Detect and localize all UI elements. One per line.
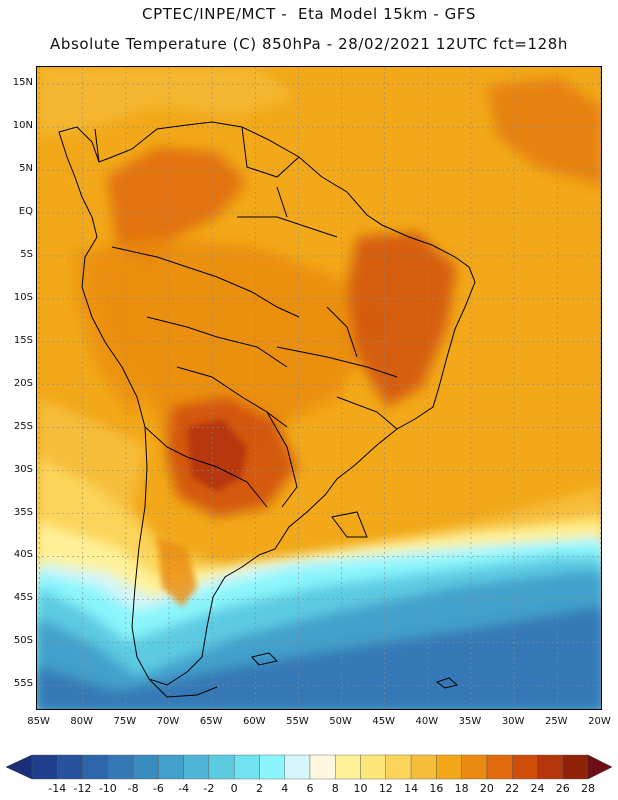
latitude-label: 5N <box>19 163 33 175</box>
latitude-label: 25S <box>13 420 33 432</box>
colorbar-swatch <box>284 754 311 780</box>
field-hot-brazil-east <box>347 232 457 407</box>
longitude-label: 60W <box>242 716 266 727</box>
colorbar-tick-label: 22 <box>505 782 520 795</box>
colorbar-tick-label: 28 <box>581 782 595 795</box>
latitude-label: 30S <box>13 463 33 475</box>
colorbar-high-arrow <box>587 754 613 780</box>
colorbar-swatch <box>309 754 336 780</box>
colorbar-tick-label: 12 <box>378 782 393 795</box>
colorbar-tick-label: 24 <box>530 782 545 795</box>
colorbar-tick-label: 0 <box>230 782 238 795</box>
longitude-label: 85W <box>27 716 50 727</box>
colorbar-swatch <box>183 754 210 780</box>
temperature-map <box>36 66 602 710</box>
colorbar-swatch <box>31 754 58 780</box>
colorbar-tick-label: 2 <box>255 782 263 795</box>
graticule <box>37 67 601 709</box>
colorbar-swatch <box>360 754 387 780</box>
latitude-label: 55S <box>13 678 33 690</box>
longitude-label: 35W <box>458 716 482 727</box>
colorbar-tick-label: -2 <box>203 782 215 795</box>
longitude-label: 40W <box>415 716 439 727</box>
colorbar-tick-label: -6 <box>152 782 164 795</box>
colorbar-tick-label: -8 <box>127 782 139 795</box>
colorbar-tick-label: -10 <box>98 782 117 795</box>
field-band-minus8c <box>37 607 601 709</box>
latitude-label: EQ <box>18 205 33 217</box>
colorbar-swatch <box>486 754 513 780</box>
latitude-label: 15S <box>13 334 33 346</box>
field-light-caribbean <box>37 67 297 137</box>
longitude-label: 20W <box>588 716 611 727</box>
colorbar-tick-label: 18 <box>454 782 469 795</box>
longitude-label: 25W <box>544 716 568 727</box>
field-hot-chaco-core <box>187 419 247 492</box>
chart-title-field: Absolute Temperature (C) 850hPa - 28/02/… <box>49 35 569 53</box>
colorbar-swatch <box>511 754 538 780</box>
longitude-label: 75W <box>113 716 137 727</box>
field-warm-pacific-strip <box>77 247 147 417</box>
colorbar-tick-label: 16 <box>429 782 444 795</box>
latitude-label: 10S <box>13 291 33 303</box>
colorbar-tick-label: 4 <box>281 782 289 795</box>
colorbar-swatch <box>385 754 412 780</box>
colorbar-tick-label: 10 <box>353 782 368 795</box>
colorbar-swatch <box>562 754 589 780</box>
longitude-label: 50W <box>329 716 352 727</box>
coastline <box>58 121 476 698</box>
colorbar-tick-label: 14 <box>404 782 419 795</box>
colorbar-swatch <box>132 754 159 780</box>
colorbar-swatch <box>57 754 83 780</box>
latitude-label: 35S <box>13 506 33 518</box>
colorbar-swatch <box>107 754 134 780</box>
field-warm-atlantic-ne <box>487 77 601 187</box>
latitude-label: 5S <box>20 248 33 260</box>
colorbar-swatch <box>410 754 437 780</box>
chart-title-model: CPTEC/INPE/MCT - Eta Model 15km - GFS <box>142 5 476 23</box>
latitude-label: 50S <box>13 635 33 647</box>
latitude-label: 20S <box>13 377 33 389</box>
colorbar-swatch <box>233 754 260 780</box>
colorbar-swatch <box>436 754 462 780</box>
latitude-label: 10N <box>12 120 33 132</box>
colorbar-tick-label: 8 <box>331 782 339 795</box>
field-warm-amazon <box>97 237 377 487</box>
longitude-label: 80W <box>70 716 94 727</box>
colorbar-swatch <box>208 754 235 780</box>
colorbar-swatch <box>461 754 488 780</box>
colorbar-tick-label: -14 <box>48 782 67 795</box>
colorbar-swatch <box>82 754 109 780</box>
colorbar-tick-label: -12 <box>73 782 92 795</box>
longitude-label: 45W <box>372 716 396 727</box>
colorbar-low-arrow <box>5 754 33 780</box>
colorbar-swatch <box>537 754 563 780</box>
colorbar-tick-label: -4 <box>178 782 190 795</box>
colorbar-swatch <box>158 754 184 780</box>
longitude-label: 55W <box>286 716 309 727</box>
latitude-label: 45S <box>13 592 33 604</box>
longitude-label: 65W <box>199 716 223 727</box>
longitude-label: 30W <box>501 716 525 727</box>
colorbar-swatch <box>259 754 285 780</box>
longitude-label: 70W <box>156 716 180 727</box>
temperature-colorbar <box>5 754 613 780</box>
colorbar-tick-label: 6 <box>306 782 314 795</box>
colorbar-tick-label: 26 <box>555 782 570 795</box>
colorbar-swatch <box>335 754 361 780</box>
field-warm-patagonia <box>157 537 197 607</box>
latitude-label: 40S <box>13 549 33 561</box>
colorbar-tick-label: 20 <box>479 782 494 795</box>
latitude-label: 15N <box>12 77 33 89</box>
